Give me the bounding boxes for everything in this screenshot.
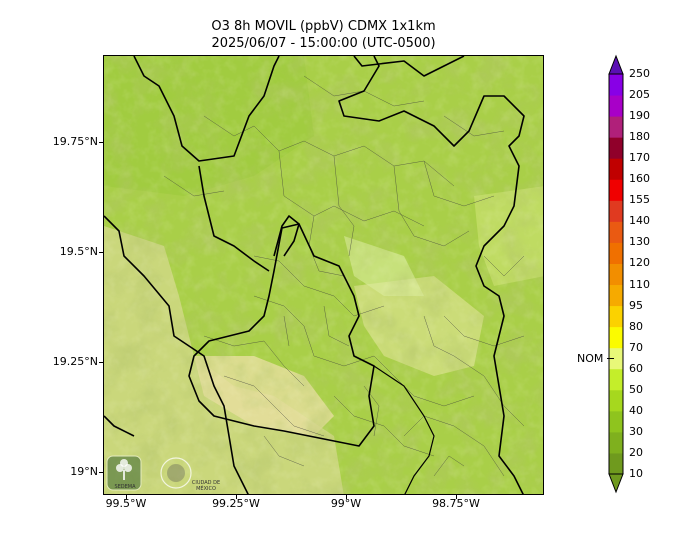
colorbar-segment bbox=[609, 221, 623, 243]
lat-label-195: 19.5°N bbox=[59, 245, 98, 258]
lat-tick bbox=[99, 252, 103, 253]
map-relief-fine bbox=[104, 56, 543, 494]
colorbar-segment bbox=[609, 410, 623, 433]
colorbar-label: 80 bbox=[629, 319, 643, 333]
colorbar-frame bbox=[608, 73, 624, 475]
colorbar-segment bbox=[609, 305, 623, 328]
lat-tick bbox=[99, 362, 103, 363]
colorbar-label: 40 bbox=[629, 403, 643, 417]
colorbar-segment bbox=[609, 284, 623, 307]
sedema-logo-text: SEDEMA bbox=[114, 484, 136, 490]
cdmx-seal-icon bbox=[160, 457, 192, 489]
colorbar-segment bbox=[609, 431, 623, 454]
nom-label: NOM bbox=[577, 352, 604, 365]
colorbar-label: 70 bbox=[629, 340, 643, 354]
colorbar-segment bbox=[609, 179, 623, 201]
lon-tick bbox=[456, 495, 457, 499]
colorbar-extend-high bbox=[608, 54, 624, 75]
colorbar-label: 155 bbox=[629, 193, 650, 207]
lon-tick bbox=[346, 495, 347, 499]
colorbar-segment bbox=[609, 242, 623, 264]
colorbar-segment bbox=[609, 137, 623, 159]
colorbar-label: 120 bbox=[629, 256, 650, 270]
cdmx-logo-text: CIUDAD DE MÉXICO bbox=[191, 480, 221, 492]
colorbar-segment bbox=[609, 347, 623, 370]
colorbar bbox=[608, 54, 624, 494]
state-boundaries bbox=[104, 56, 525, 494]
colorbar-segment bbox=[609, 263, 623, 286]
colorbar-label: 95 bbox=[629, 298, 643, 312]
colorbar-label: 160 bbox=[629, 172, 650, 186]
colorbar-label: 250 bbox=[629, 67, 650, 80]
lat-label-1925: 19.25°N bbox=[52, 355, 98, 368]
colorbar-label: 50 bbox=[629, 382, 643, 396]
colorbar-segment bbox=[609, 389, 623, 412]
sedema-logo-icon bbox=[106, 455, 142, 491]
colorbar-label: 20 bbox=[629, 445, 643, 459]
lon-label-995: 99.5°W bbox=[105, 497, 147, 510]
colorbar-label: 180 bbox=[629, 130, 650, 144]
colorbar-label: 30 bbox=[629, 424, 643, 438]
lat-tick bbox=[99, 142, 103, 143]
map-panel[interactable]: SEDEMA CIUDAD DE MÉXICO bbox=[103, 55, 544, 495]
colorbar-segment bbox=[609, 158, 623, 180]
lon-label-9875: 98.75°W bbox=[432, 497, 480, 510]
colorbar-segment bbox=[609, 368, 623, 391]
map-timestamp: 2025/06/07 - 15:00:00 (UTC-0500) bbox=[211, 36, 436, 51]
lat-tick bbox=[99, 472, 103, 473]
colorbar-label: 190 bbox=[629, 109, 650, 123]
colorbar-segment bbox=[609, 452, 623, 475]
colorbar-segment bbox=[609, 200, 623, 222]
cdmx-boundary bbox=[188, 223, 375, 447]
lon-label-99: 99°W bbox=[330, 497, 362, 510]
municipal-boundaries bbox=[163, 75, 525, 477]
colorbar-label: 130 bbox=[629, 235, 650, 249]
colorbar-segment bbox=[609, 116, 623, 138]
colorbar-label: 205 bbox=[629, 88, 650, 102]
state-boundary-south bbox=[373, 365, 435, 494]
lon-label-9925: 99.25°W bbox=[212, 497, 260, 510]
colorbar-label: 110 bbox=[629, 277, 650, 291]
map-title: O3 8h MOVIL (ppbV) CDMX 1x1km bbox=[211, 19, 436, 34]
colorbar-label: 60 bbox=[629, 361, 643, 375]
nom-tick bbox=[607, 358, 614, 359]
colorbar-label: 170 bbox=[629, 151, 650, 165]
map-canvas bbox=[104, 56, 543, 494]
colorbar-extend-low bbox=[608, 473, 624, 494]
colorbar-label: 10 bbox=[629, 467, 643, 480]
colorbar-segment bbox=[609, 95, 623, 117]
lat-label-19: 19°N bbox=[70, 465, 98, 478]
colorbar-segment bbox=[609, 326, 623, 349]
lon-tick bbox=[236, 495, 237, 499]
lat-label-1975: 19.75°N bbox=[52, 135, 98, 148]
colorbar-label: 140 bbox=[629, 214, 650, 228]
lon-tick bbox=[126, 495, 127, 499]
colorbar-segment bbox=[609, 74, 623, 96]
